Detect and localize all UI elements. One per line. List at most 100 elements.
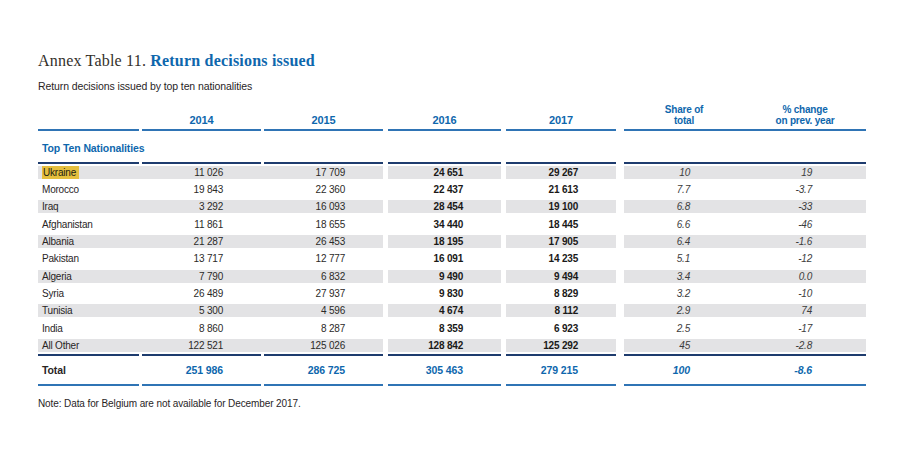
- table-row: India8 8608 2878 3596 9232.5-17: [38, 320, 866, 337]
- column-gap: [616, 218, 624, 231]
- column-gap: [616, 270, 624, 283]
- table-number: Annex Table 11.: [38, 52, 146, 69]
- table-header-row: 2014 2015 2016 2017 Share of total % cha…: [38, 95, 866, 129]
- header-2016: 2016: [388, 114, 501, 129]
- nationality-cell: Ukraine: [38, 166, 139, 179]
- value-2015-cell: 6 832: [264, 270, 383, 283]
- change-cell: -2.8: [744, 339, 866, 352]
- rule-above-data: [38, 162, 866, 164]
- value-2016-cell: 4 674: [388, 304, 501, 317]
- column-gap: [616, 183, 624, 196]
- value-2015-cell: 125 026: [264, 339, 383, 352]
- nationality-cell: Albania: [38, 235, 139, 248]
- value-2016-cell: 28 454: [388, 200, 501, 213]
- share-cell: 2.9: [624, 304, 744, 317]
- value-2015-cell: 26 453: [264, 235, 383, 248]
- change-cell: -3.7: [744, 183, 866, 196]
- change-cell: 74: [744, 304, 866, 317]
- table-row: Ukraine11 02617 70924 65129 2671019: [38, 164, 866, 181]
- value-2015-cell: 18 655: [264, 218, 383, 231]
- column-gap: [616, 322, 624, 335]
- change-cell: 19: [744, 166, 866, 179]
- total-label: Total: [38, 364, 139, 377]
- value-2017-cell: 17 905: [506, 235, 616, 248]
- nationality-cell: Afghanistan: [38, 218, 139, 231]
- nationality-cell: Morocco: [38, 183, 139, 196]
- table-row: All Other122 521125 026128 842125 29245-…: [38, 337, 866, 354]
- value-2017-cell: 14 235: [506, 252, 616, 265]
- header-2015: 2015: [264, 114, 383, 129]
- column-gap: [616, 304, 624, 317]
- total-2016: 305 463: [388, 364, 501, 377]
- change-cell: -12: [744, 252, 866, 265]
- footnote: Note: Data for Belgium are not available…: [38, 398, 301, 409]
- value-2016-cell: 34 440: [388, 218, 501, 231]
- value-2016-cell: 18 195: [388, 235, 501, 248]
- value-2014-cell: 122 521: [142, 339, 261, 352]
- value-2015-cell: 12 777: [264, 252, 383, 265]
- share-cell: 6.4: [624, 235, 744, 248]
- total-share: 100: [624, 364, 744, 377]
- column-gap: [616, 252, 624, 265]
- value-2017-cell: 9 494: [506, 270, 616, 283]
- header-underline: [38, 129, 866, 131]
- column-gap: [616, 166, 624, 179]
- value-2015-cell: 17 709: [264, 166, 383, 179]
- value-2017-cell: 8 829: [506, 287, 616, 300]
- value-2014-cell: 5 300: [142, 304, 261, 317]
- value-2016-cell: 24 651: [388, 166, 501, 179]
- rule-above-total: [38, 354, 866, 356]
- nationality-cell: Iraq: [38, 200, 139, 213]
- value-2014-cell: 7 790: [142, 270, 261, 283]
- value-2016-cell: 16 091: [388, 252, 501, 265]
- return-decisions-table: 2014 2015 2016 2017 Share of total % cha…: [38, 95, 866, 386]
- table-row: Iraq3 29216 09328 45419 1006.8-33: [38, 198, 866, 215]
- share-cell: 5.1: [624, 252, 744, 265]
- value-2017-cell: 21 613: [506, 183, 616, 196]
- value-2014-cell: 13 717: [142, 252, 261, 265]
- nationality-cell: Algeria: [38, 270, 139, 283]
- nationality-cell: Pakistan: [38, 252, 139, 265]
- table-rows: Ukraine11 02617 70924 65129 2671019Moroc…: [38, 164, 866, 355]
- column-gap: [616, 235, 624, 248]
- total-2017: 279 215: [506, 364, 616, 377]
- column-gap: [616, 287, 624, 300]
- value-2015-cell: 27 937: [264, 287, 383, 300]
- total-2015: 286 725: [264, 364, 383, 377]
- value-2017-cell: 8 112: [506, 304, 616, 317]
- header-share-of-total: Share of total: [624, 104, 744, 129]
- total-row: Total 251 986 286 725 305 463 279 215 10…: [38, 356, 866, 384]
- section-label: Top Ten Nationalities: [38, 142, 866, 162]
- share-cell: 10: [624, 166, 744, 179]
- value-2014-cell: 11 861: [142, 218, 261, 231]
- change-cell: -46: [744, 218, 866, 231]
- change-cell: -1.6: [744, 235, 866, 248]
- table-row: Pakistan13 71712 777 16 091 14 235 5.1-12: [38, 250, 866, 267]
- change-cell: -33: [744, 200, 866, 213]
- value-2016-cell: 22 437: [388, 183, 501, 196]
- total-change: -8.6: [744, 364, 866, 377]
- value-2016-cell: 128 842: [388, 339, 501, 352]
- value-2014-cell: 8 860: [142, 322, 261, 335]
- change-cell: 0.0: [744, 270, 866, 283]
- value-2017-cell: 6 923: [506, 322, 616, 335]
- value-2016-cell: 8 359: [388, 322, 501, 335]
- nationality-cell: India: [38, 322, 139, 335]
- table-row: Tunisia5 3004 5964 6748 1122.974: [38, 302, 866, 319]
- table-row: Albania21 28726 453 18 195 17 905 6.4-1.6: [38, 233, 866, 250]
- share-cell: 6.6: [624, 218, 744, 231]
- table-row: Syria26 48927 9379 8308 8293.2-10: [38, 285, 866, 302]
- value-2014-cell: 21 287: [142, 235, 261, 248]
- value-2017-cell: 19 100: [506, 200, 616, 213]
- nationality-cell: Tunisia: [38, 304, 139, 317]
- value-2014-cell: 3 292: [142, 200, 261, 213]
- value-2015-cell: 8 287: [264, 322, 383, 335]
- value-2016-cell: 9 830: [388, 287, 501, 300]
- value-2017-cell: 29 267: [506, 166, 616, 179]
- share-cell: 6.8: [624, 200, 744, 213]
- share-cell: 2.5: [624, 322, 744, 335]
- header-2017: 2017: [506, 114, 616, 129]
- value-2014-cell: 19 843: [142, 183, 261, 196]
- value-2017-cell: 18 445: [506, 218, 616, 231]
- table-row: Morocco19 84322 36022 43721 6137.7-3.7: [38, 181, 866, 198]
